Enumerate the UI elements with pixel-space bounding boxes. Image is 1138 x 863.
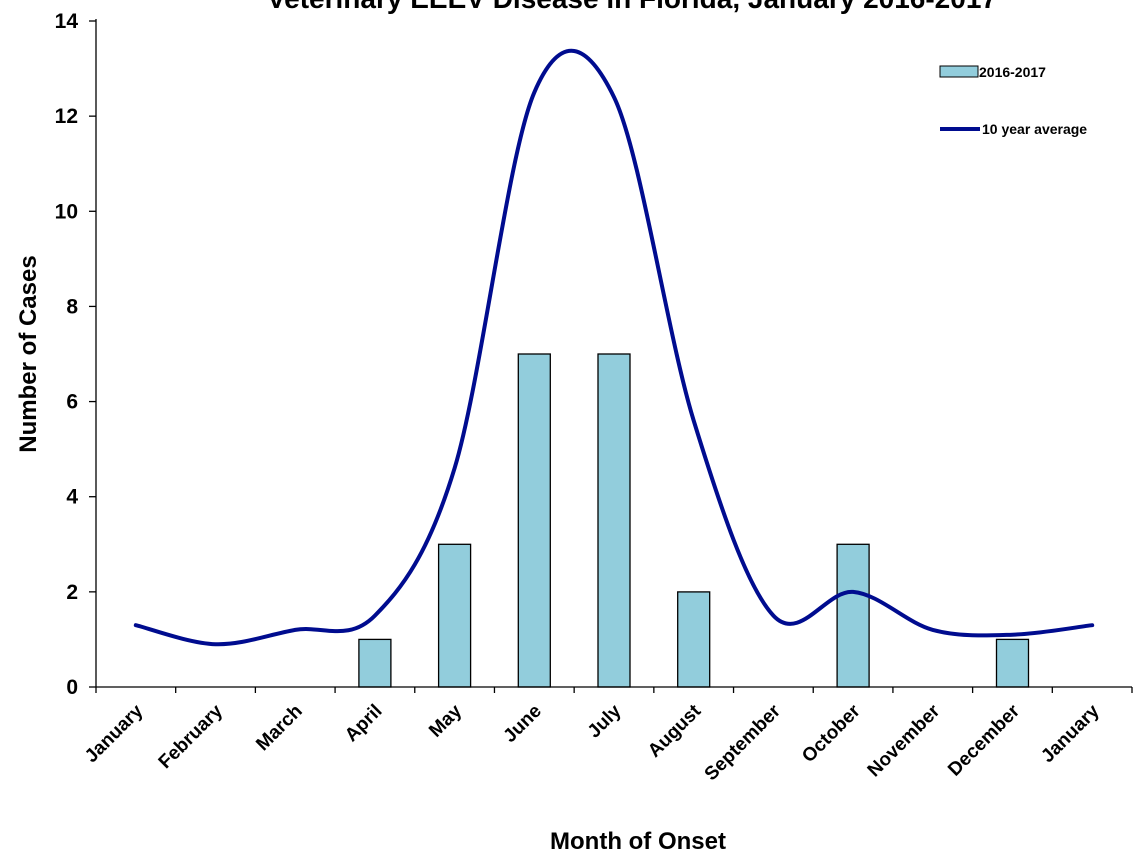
y-tick-label: 4	[66, 486, 78, 509]
average-line	[133, 48, 1095, 647]
bar-june-5	[517, 353, 551, 688]
line-layer	[133, 48, 1095, 647]
x-tick-label: January	[81, 700, 148, 767]
y-tick-label: 8	[66, 295, 78, 318]
x-axis-title: Month of Onset	[550, 828, 726, 855]
bars-layer	[358, 353, 1030, 688]
x-tick-label: December	[944, 700, 1024, 780]
chart-title: Veterinary EEEV Disease in Florida, Janu…	[267, 0, 997, 14]
bar-july-6	[597, 353, 631, 688]
legend-label-bars: 2016-2017	[979, 64, 1046, 80]
x-tick-label: February	[155, 700, 228, 773]
bar-december-11	[995, 638, 1030, 688]
bar-may-4	[437, 543, 472, 688]
y-tick-label: 10	[55, 200, 78, 223]
y-tick-label: 2	[66, 581, 78, 604]
y-tick-label: 14	[55, 10, 79, 33]
x-tick-label: October	[798, 700, 865, 767]
y-axis-title: Number of Cases	[15, 255, 42, 452]
x-tick-label: January	[1037, 700, 1104, 767]
x-tick-label: July	[584, 700, 626, 742]
x-tick-label: May	[425, 700, 466, 741]
x-tick-label: September	[701, 700, 786, 785]
y-tick-label: 12	[55, 105, 78, 128]
x-tick-label: March	[252, 701, 306, 755]
y-tick-label: 0	[66, 676, 78, 699]
bar-august-7	[677, 591, 711, 688]
x-tick-label: June	[500, 701, 546, 747]
bar-april-3	[358, 638, 392, 688]
legend-swatch-bars	[939, 65, 979, 78]
x-tick-label: November	[864, 700, 945, 781]
legend: 2016-2017 10 year average	[939, 64, 1087, 137]
legend-label-line: 10 year average	[982, 121, 1087, 137]
y-tick-label: 6	[66, 391, 78, 414]
x-tick-label: April	[341, 701, 386, 746]
x-tick-label: August	[644, 700, 706, 762]
bar-october-9	[836, 543, 870, 688]
